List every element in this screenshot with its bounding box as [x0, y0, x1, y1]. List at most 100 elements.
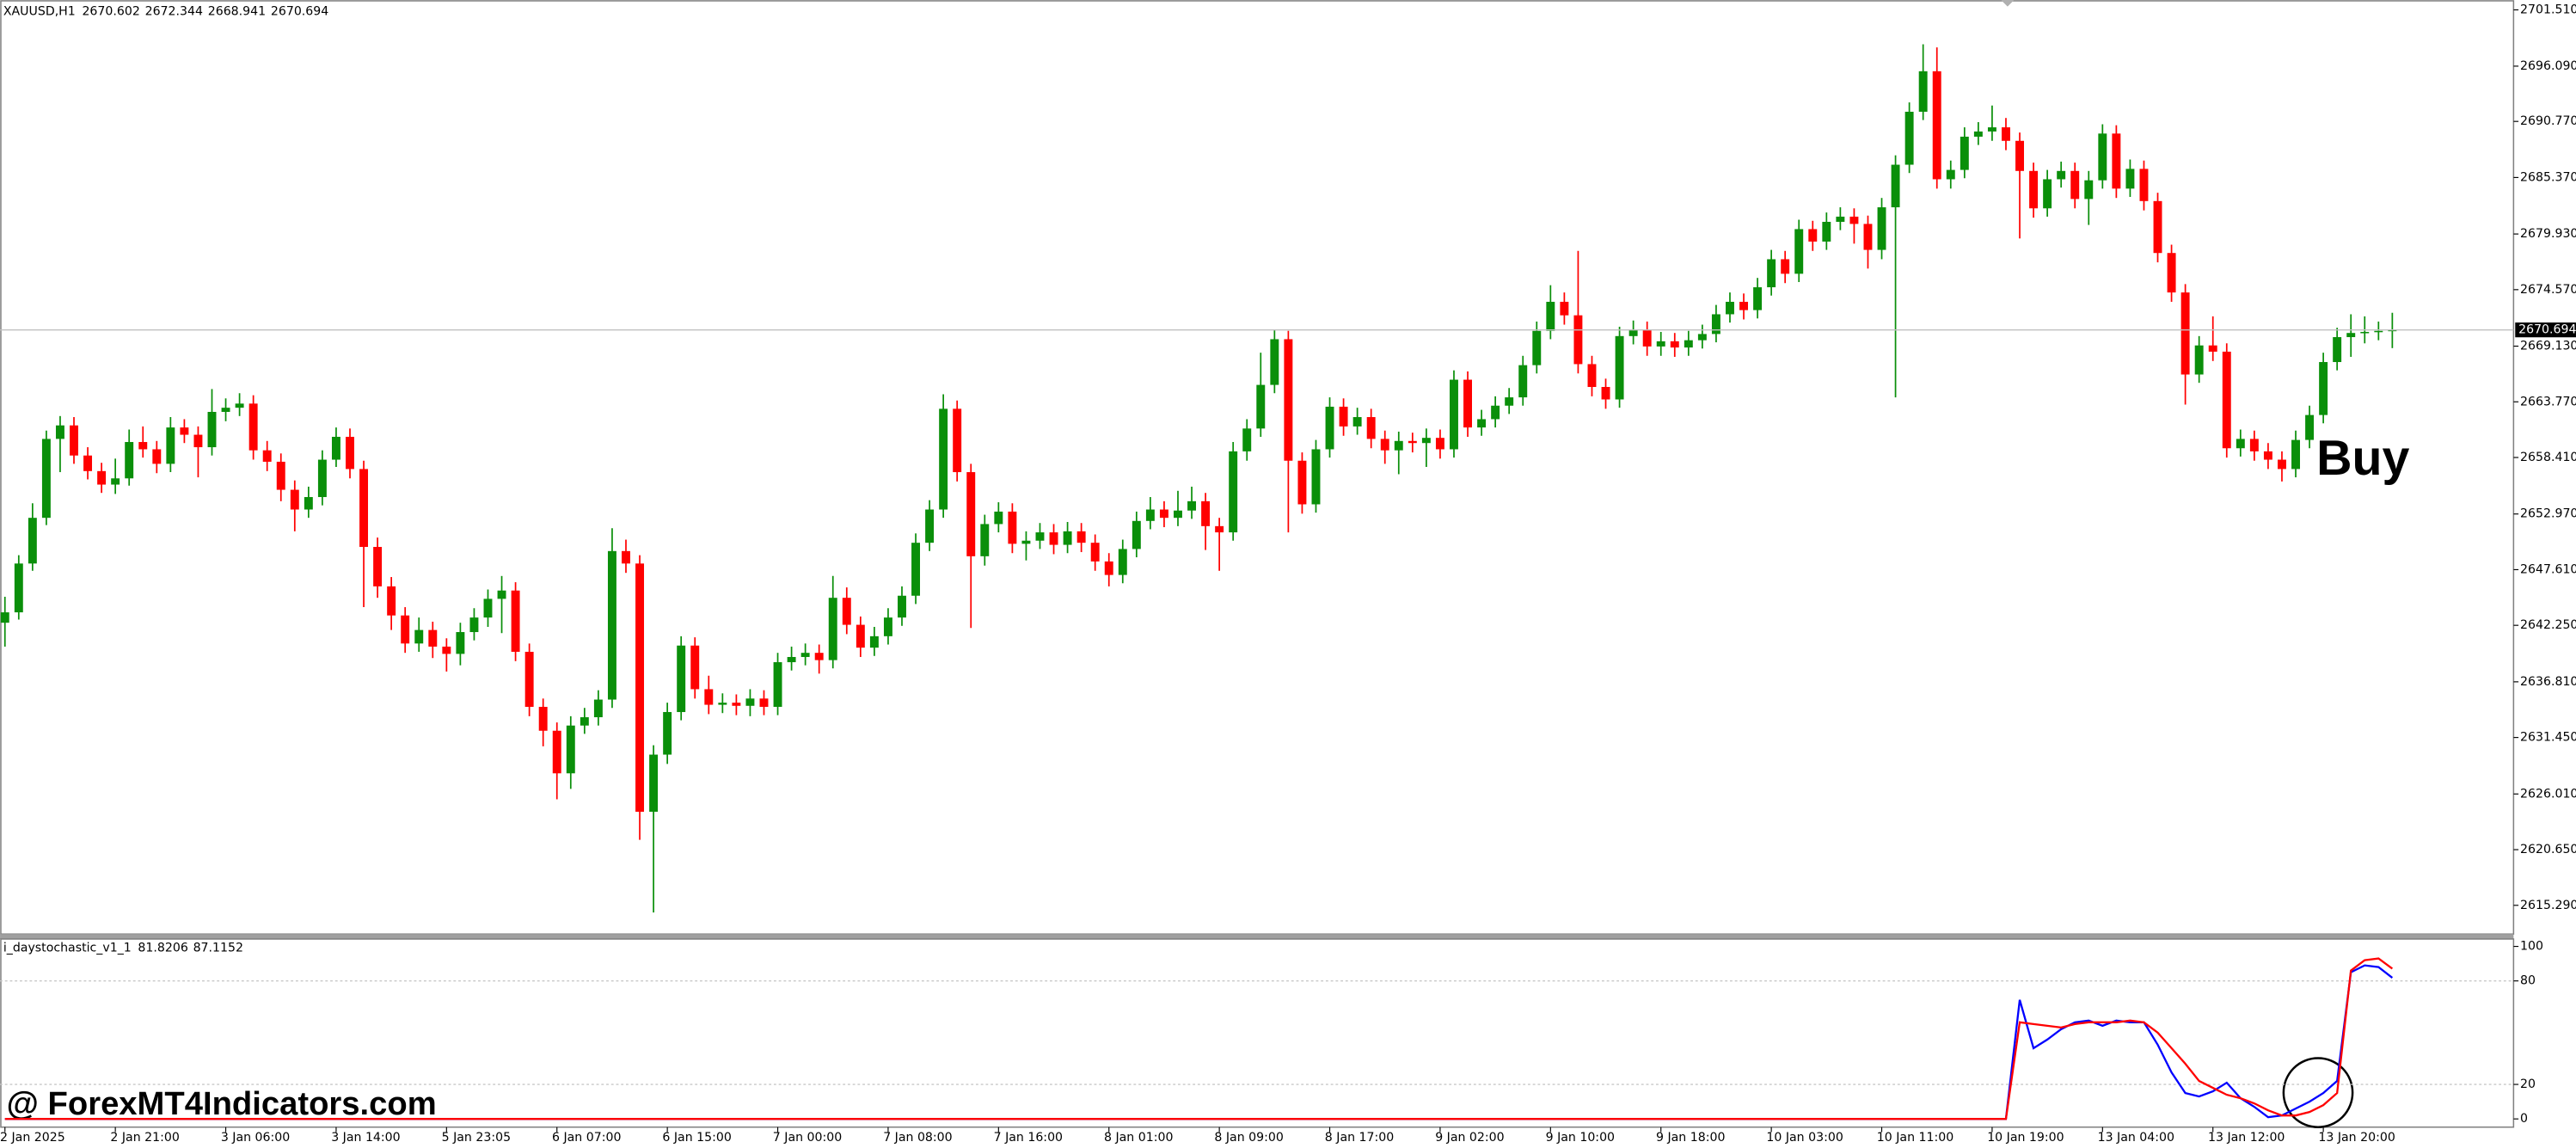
candle-body — [1270, 339, 1279, 385]
y-tick-label: 2636.810 — [2520, 675, 2576, 689]
candle-body — [55, 425, 64, 439]
candle-body — [2249, 439, 2259, 451]
candle-body — [317, 459, 327, 498]
y-tick-label: 2631.450 — [2520, 731, 2576, 745]
candle-body — [14, 563, 23, 613]
candle-body — [1256, 384, 1266, 429]
panel-separator — [0, 934, 2514, 939]
highlight-circle — [2282, 1057, 2354, 1128]
candle-body — [1505, 397, 1514, 406]
candle-body — [939, 408, 948, 510]
candle-body — [2153, 200, 2162, 254]
candle-body — [524, 651, 534, 707]
y-tick-label: 80 — [2520, 974, 2536, 988]
candle-body — [401, 615, 410, 644]
candle-body — [1891, 164, 1900, 208]
candle-body — [125, 442, 134, 479]
x-tick-label: 8 Jan 09:00 — [1214, 1131, 1283, 1145]
candle-body — [359, 469, 369, 547]
candle-body — [290, 489, 299, 510]
candle-body — [83, 455, 93, 471]
candle-body — [1435, 438, 1444, 450]
candle-body — [828, 598, 837, 660]
candle-body — [2070, 170, 2080, 200]
candle-body — [593, 699, 603, 718]
candle-body — [456, 632, 465, 654]
symbol: XAUUSD,H1 — [3, 4, 76, 18]
candle-body — [152, 449, 162, 464]
candle-body — [1242, 428, 1252, 451]
candle-body — [511, 590, 520, 652]
shift-marker — [2001, 0, 2015, 7]
candle-body — [1325, 406, 1334, 450]
candle-body — [1822, 221, 1831, 242]
candle-body — [70, 425, 78, 456]
candle-body — [2043, 179, 2052, 209]
y-tick-label: 2701.510 — [2520, 3, 2576, 16]
candle-body — [2125, 169, 2135, 189]
candle-body — [800, 653, 810, 658]
candle-body — [2263, 451, 2272, 460]
candle-body — [1491, 405, 1500, 420]
x-tick-label: 5 Jan 23:05 — [442, 1131, 511, 1145]
candle-body — [138, 442, 148, 450]
candle-body — [566, 725, 575, 774]
x-tick-label: 13 Jan 04:00 — [2098, 1131, 2174, 1145]
candle-body — [1229, 451, 1238, 533]
candle-body — [1904, 111, 1914, 165]
candle-body — [1463, 379, 1472, 428]
candle-body — [732, 703, 741, 706]
candle-body — [1145, 509, 1155, 521]
x-tick-label: 3 Jan 06:00 — [221, 1131, 290, 1145]
candle-body — [2194, 345, 2204, 375]
x-tick-label: 9 Jan 10:00 — [1546, 1131, 1615, 1145]
candle-body — [1394, 440, 1403, 451]
candle-body — [925, 509, 935, 543]
last-close: 2670.694 — [271, 4, 328, 18]
candle-body — [1973, 131, 1983, 137]
candle-body — [773, 662, 782, 707]
candle-body — [207, 411, 217, 448]
y-tick-label: 2669.130 — [2520, 340, 2576, 353]
candle-body — [1560, 301, 1569, 316]
chart-header: XAUUSD,H1 2670.602 2672.344 2668.941 2670.69… — [3, 4, 328, 18]
y-tick-label: 0 — [2520, 1112, 2528, 1126]
candle-body — [1311, 449, 1321, 505]
y-tick-label: 2642.250 — [2520, 618, 2576, 632]
candle-body — [1063, 531, 1072, 545]
x-tick-label: 10 Jan 11:00 — [1877, 1131, 1953, 1145]
candle-body — [1877, 207, 1886, 250]
x-tick-label: 2 Jan 2025 — [0, 1131, 65, 1145]
candle-body — [442, 646, 451, 654]
y-tick-label: 100 — [2520, 940, 2543, 954]
candle-body — [2333, 337, 2342, 363]
candle-body — [1794, 229, 1804, 274]
candle-body — [814, 653, 824, 660]
candle-body — [1104, 561, 1113, 575]
y-tick-label: 2679.930 — [2520, 227, 2576, 241]
candle-body — [1297, 460, 1307, 505]
x-tick-label: 13 Jan 12:00 — [2208, 1131, 2285, 1145]
x-tick-label: 7 Jan 16:00 — [994, 1131, 1063, 1145]
candle-body — [704, 689, 714, 705]
candle-body — [1573, 315, 1583, 365]
candle-body — [2139, 169, 2149, 201]
candle-body — [111, 478, 120, 485]
x-tick-label: 2 Jan 21:00 — [110, 1131, 179, 1145]
candle-body — [1118, 549, 1127, 575]
candle-body — [1726, 301, 1734, 315]
candle-body — [883, 617, 892, 636]
candle-body — [1174, 510, 1182, 519]
candle-body — [262, 450, 272, 462]
candle-body — [1215, 525, 1224, 533]
candle-body — [235, 403, 244, 408]
y-tick-label: 2647.610 — [2520, 562, 2576, 576]
y-tick-label: 2615.290 — [2520, 899, 2576, 912]
x-tick-label: 6 Jan 15:00 — [662, 1131, 731, 1145]
x-tick-label: 13 Jan 20:00 — [2318, 1131, 2395, 1145]
candle-body — [1284, 339, 1293, 461]
candle-body — [1836, 216, 1845, 222]
candle-body — [759, 698, 769, 707]
candle-body — [2084, 180, 2094, 200]
candle-body — [2222, 351, 2231, 449]
